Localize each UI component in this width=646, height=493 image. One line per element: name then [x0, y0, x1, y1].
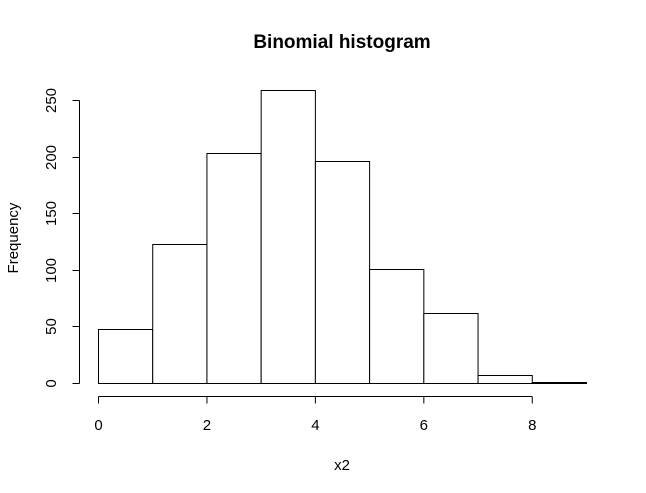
bars-group — [98, 90, 587, 384]
histogram-bar — [531, 382, 587, 384]
x-tick-label: 8 — [528, 417, 536, 434]
histogram-bar — [98, 329, 154, 384]
y-tick-label: 50 — [43, 318, 60, 335]
x-tick-label: 0 — [94, 417, 102, 434]
y-tick-label: 100 — [43, 258, 60, 283]
y-tick-label: 150 — [43, 201, 60, 226]
y-axis: 0 50 100 150 200 250 — [43, 88, 80, 388]
histogram-bar — [314, 161, 371, 384]
histogram-bar — [369, 269, 425, 384]
histogram-bar — [423, 313, 479, 384]
x-tick-label: 2 — [203, 417, 211, 434]
histogram-bar — [152, 244, 208, 384]
y-tick-label: 0 — [43, 379, 60, 387]
y-tick-label: 200 — [43, 145, 60, 170]
x-tick-label: 6 — [420, 417, 428, 434]
chart-title: Binomial histogram — [253, 32, 430, 53]
y-axis-label: Frequency — [5, 202, 22, 273]
histogram-bar — [206, 153, 262, 384]
x-tick-label: 4 — [311, 417, 319, 434]
y-tick-label: 250 — [43, 88, 60, 113]
histogram-bar — [260, 90, 316, 384]
histogram-bar — [477, 375, 533, 384]
x-axis: 0 2 4 6 8 — [94, 396, 536, 434]
x-axis-label: x2 — [334, 457, 350, 474]
